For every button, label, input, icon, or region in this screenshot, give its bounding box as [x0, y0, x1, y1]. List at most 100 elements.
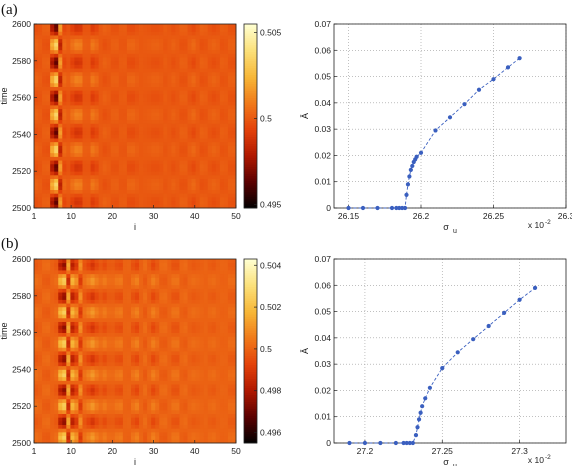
heatmap-cell: [171, 49, 176, 54]
heatmap-cell: [203, 343, 209, 348]
heatmap-cell: [70, 35, 75, 40]
heatmap-cell: [126, 277, 132, 282]
heatmap-cell: [135, 413, 140, 418]
heatmap-cell: [46, 141, 51, 146]
heatmap-cell: [219, 167, 225, 172]
heatmap-cell: [203, 145, 209, 150]
heatmap-cell: [219, 310, 225, 315]
heatmap-cell: [114, 204, 120, 209]
heatmap-cell: [86, 31, 91, 36]
heatmap-cell: [183, 354, 188, 359]
heatmap-cell: [171, 53, 176, 58]
heatmap-cell: [223, 152, 229, 157]
heatmap-cell: [78, 156, 83, 161]
heatmap-cell: [62, 193, 67, 198]
heatmap-cell: [66, 343, 71, 348]
heatmap-cell: [94, 387, 100, 392]
heatmap-cell: [130, 163, 136, 168]
heatmap-cell: [179, 376, 184, 381]
heatmap-cell: [207, 409, 213, 414]
colorbar-segment: [244, 178, 257, 181]
heatmap-cell: [215, 24, 221, 29]
heatmap-cell: [102, 130, 108, 135]
heatmap-cell: [223, 160, 229, 165]
x-tick-label: 26.3: [558, 211, 572, 221]
heatmap-cell: [215, 439, 221, 444]
heatmap-cell: [86, 141, 91, 146]
heatmap-cell: [191, 119, 196, 124]
heatmap-cell: [46, 156, 51, 161]
heatmap-cell: [66, 64, 71, 69]
heatmap-cell: [227, 299, 233, 304]
heatmap-cell: [231, 339, 237, 345]
heatmap-cell: [187, 90, 192, 95]
heatmap-cell: [167, 391, 172, 396]
heatmap-cell: [114, 71, 120, 76]
heatmap-cell: [147, 178, 152, 183]
heatmap-cell: [74, 149, 79, 154]
heatmap-cell: [130, 351, 136, 356]
heatmap-cell: [62, 31, 67, 36]
heatmap-cell: [155, 68, 160, 73]
heatmap-cell: [62, 332, 67, 337]
heatmap-cell: [126, 35, 132, 40]
heatmap-cell: [126, 351, 132, 356]
heatmap-cell: [159, 299, 164, 304]
heatmap-cell: [78, 347, 83, 352]
heatmap-cell: [191, 369, 196, 374]
heatmap-cell: [126, 171, 132, 176]
heatmap-cell: [130, 325, 136, 330]
heatmap-cell: [155, 281, 160, 286]
heatmap-cell: [46, 288, 51, 293]
heatmap-cell: [211, 299, 217, 304]
heatmap-cell: [215, 193, 221, 198]
colorbar-segment: [244, 180, 257, 184]
heatmap-cell: [171, 369, 176, 374]
heatmap-cell: [215, 406, 221, 411]
heatmap-cell: [203, 435, 209, 440]
heatmap-cell: [130, 376, 136, 381]
heatmap-cell: [155, 104, 160, 110]
heatmap-cell: [207, 134, 213, 139]
heatmap-cell: [179, 93, 184, 98]
heatmap-cell: [171, 384, 176, 389]
heatmap-cell: [219, 193, 225, 198]
heatmap-cell: [135, 365, 140, 370]
heatmap-cell: [86, 86, 91, 91]
heatmap-cell: [155, 134, 160, 139]
heatmap-cell: [110, 424, 116, 429]
data-point: [505, 65, 511, 70]
heatmap-cell: [159, 362, 164, 367]
heatmap-cell: [211, 200, 217, 205]
heatmap-cell: [42, 373, 47, 378]
heatmap-cell: [227, 53, 233, 58]
heatmap-cell: [175, 71, 180, 76]
heatmap-cell: [66, 174, 71, 179]
heatmap-cell: [130, 123, 136, 128]
heatmap-cell: [175, 439, 180, 444]
heatmap-cell: [139, 68, 144, 73]
heatmap-cell: [151, 339, 156, 345]
heatmap-cell: [58, 369, 63, 374]
heatmap-cell: [74, 380, 79, 385]
heatmap-cell: [98, 46, 104, 51]
heatmap-cell: [42, 57, 47, 62]
heatmap-cell: [203, 292, 209, 297]
heatmap-cell: [143, 90, 148, 95]
heatmap-cell: [215, 362, 221, 367]
heatmap-cell: [98, 439, 104, 444]
heatmap-cell: [195, 193, 201, 198]
heatmap-cell: [94, 82, 100, 87]
heatmap-cell: [151, 343, 156, 348]
heatmap-cell: [42, 138, 47, 143]
heatmap-cell: [147, 328, 152, 333]
heatmap-cell: [74, 97, 79, 102]
heatmap-cell: [114, 145, 120, 150]
heatmap-cell: [143, 49, 148, 54]
heatmap-cell: [191, 395, 196, 400]
heatmap-cell: [183, 435, 188, 440]
heatmap-cell: [50, 395, 55, 400]
heatmap-cell: [98, 123, 104, 128]
heatmap-cell: [46, 123, 51, 128]
heatmap-cell: [207, 49, 213, 54]
